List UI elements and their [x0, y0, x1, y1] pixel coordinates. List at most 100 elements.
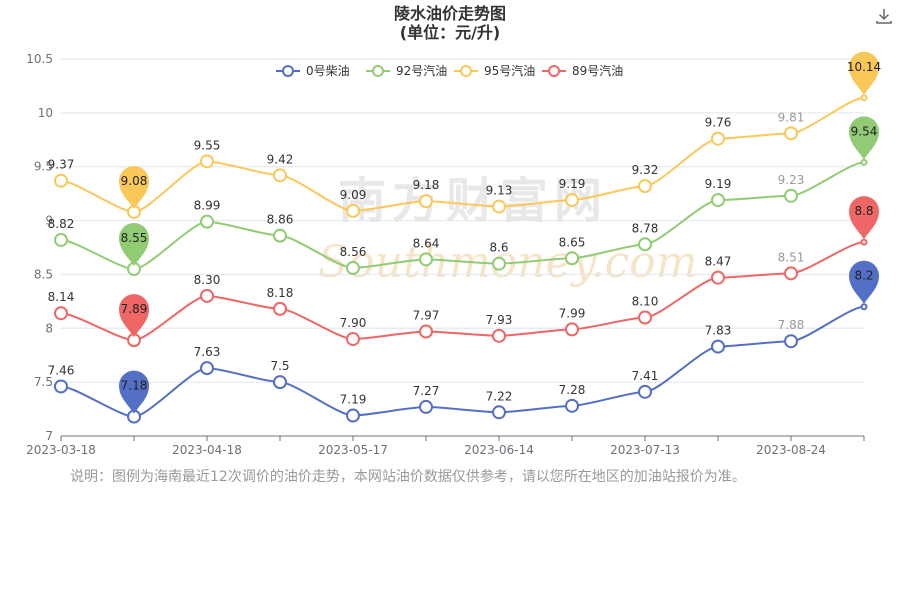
data-label: 7.27 — [413, 384, 440, 398]
data-label: 8.47 — [705, 255, 732, 269]
pin-shape — [849, 260, 879, 304]
data-point — [638, 384, 652, 399]
data-point — [711, 193, 725, 208]
chart-title: 陵水油价走势图 (单位：元/升) — [0, 4, 900, 42]
pin-marker: 7.18 — [119, 370, 149, 414]
pin-shape — [119, 223, 149, 267]
pin-label: 7.89 — [121, 302, 148, 316]
pin-shape — [849, 196, 879, 240]
data-label: 8.10 — [632, 295, 659, 309]
legend-label: 92号汽油 — [396, 63, 447, 78]
pin-marker: 7.89 — [119, 294, 149, 338]
data-label: 7.19 — [340, 393, 367, 407]
data-point — [860, 303, 868, 311]
pin-label: 7.18 — [121, 379, 148, 393]
legend-marker — [282, 65, 294, 77]
data-point — [784, 126, 798, 141]
data-label: 9.42 — [267, 152, 294, 166]
y-tick-label: 9 — [45, 214, 53, 228]
data-point — [860, 238, 868, 246]
y-tick-label: 7.5 — [34, 375, 53, 389]
y-tick-label: 7 — [45, 429, 53, 443]
series-line-3 — [60, 241, 865, 342]
data-point — [54, 232, 68, 247]
data-label: 7.28 — [559, 383, 586, 397]
data-label: 9.19 — [559, 177, 586, 191]
data-label: 8.30 — [194, 273, 221, 287]
data-point — [419, 399, 433, 414]
download-icon[interactable] — [874, 6, 894, 26]
data-label: 7.63 — [194, 345, 221, 359]
data-point — [200, 361, 214, 376]
series-line-2 — [60, 96, 865, 213]
data-label: 9.81 — [778, 110, 805, 124]
data-label: 7.88 — [778, 318, 805, 332]
legend-item-3: 89号汽油 — [542, 63, 623, 78]
data-point — [492, 199, 506, 214]
legend-item-1: 92号汽油 — [366, 63, 447, 78]
data-point — [784, 188, 798, 203]
pin-marker: 8.8 — [849, 196, 879, 240]
data-label: 7.41 — [632, 369, 659, 383]
data-label: 7.99 — [559, 306, 586, 320]
x-tick-label: 2023-03-18 — [26, 443, 96, 457]
data-label: 7.83 — [705, 324, 732, 338]
data-label: 7.5 — [270, 359, 289, 373]
series-line-0 — [60, 305, 865, 418]
data-point — [273, 168, 287, 183]
data-label: 8.14 — [48, 290, 75, 304]
y-tick-label: 8.5 — [34, 267, 53, 281]
y-tick-label: 9.5 — [34, 160, 53, 174]
data-label: 9.19 — [705, 177, 732, 191]
pin-label: 9.08 — [121, 174, 148, 188]
data-label: 7.97 — [413, 309, 440, 323]
legend-item-2: 95号汽油 — [454, 63, 535, 78]
pin-marker: 8.2 — [849, 260, 879, 304]
chart-title-unit: (单位：元/升) — [399, 23, 501, 42]
data-label: 8.86 — [267, 213, 294, 227]
legend-marker — [548, 65, 560, 77]
pin-label: 8.8 — [854, 204, 873, 218]
data-label: 9.32 — [632, 163, 659, 177]
data-point — [346, 408, 360, 423]
line-chart: 7 7.5 8 8.5 9 9.5 10 10.5 2023-03-18 2023-04-18 20… — [26, 51, 881, 457]
data-label: 9.23 — [778, 173, 805, 187]
data-point — [419, 252, 433, 267]
data-point — [638, 237, 652, 252]
legend-label: 89号汽油 — [572, 63, 623, 78]
data-label: 9.76 — [705, 116, 732, 130]
pin-marker: 9.54 — [849, 116, 879, 160]
data-label: 9.37 — [48, 158, 75, 172]
data-label: 7.93 — [486, 313, 513, 327]
data-label: 8.18 — [267, 286, 294, 300]
data-label: 8.99 — [194, 199, 221, 213]
data-label: 8.51 — [778, 250, 805, 264]
chart-title-main: 陵水油价走势图 — [393, 4, 506, 23]
data-point — [638, 310, 652, 325]
y-tick-label: 10.5 — [26, 52, 53, 66]
pin-marker: 8.55 — [119, 223, 149, 267]
data-point — [711, 339, 725, 354]
data-point — [346, 203, 360, 218]
legend-marker — [460, 65, 472, 77]
data-point — [54, 306, 68, 321]
data-point — [54, 379, 68, 394]
x-tick-label: 2023-06-14 — [464, 443, 534, 457]
data-point — [565, 251, 579, 266]
data-point — [419, 194, 433, 209]
pin-label: 9.54 — [851, 124, 878, 138]
data-label: 9.55 — [194, 138, 221, 152]
data-point — [54, 173, 68, 188]
x-tick-label: 2023-08-24 — [756, 443, 826, 457]
data-label: 7.22 — [486, 389, 513, 403]
data-point — [711, 270, 725, 285]
pin-shape — [849, 116, 879, 160]
y-tick-label: 8 — [45, 321, 53, 335]
pin-shape — [119, 370, 149, 414]
pin-shape — [119, 294, 149, 338]
data-point — [200, 214, 214, 229]
data-point — [492, 405, 506, 420]
data-point — [784, 334, 798, 349]
data-point — [711, 131, 725, 146]
data-label: 8.64 — [413, 236, 440, 250]
